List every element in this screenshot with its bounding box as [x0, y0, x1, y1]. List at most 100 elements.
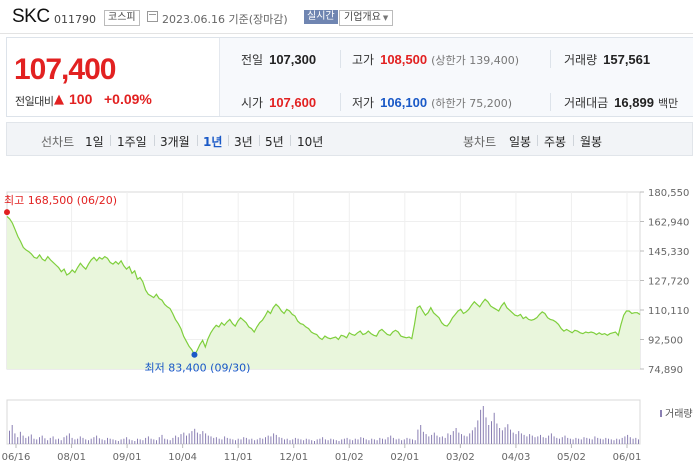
volume-bar — [420, 425, 422, 444]
price-area — [7, 216, 640, 369]
volume-bar — [311, 440, 313, 444]
volume-bar — [188, 433, 190, 444]
period-3y[interactable]: 3년 — [234, 135, 253, 149]
volume-bar — [145, 437, 147, 444]
volume-bar — [406, 437, 408, 444]
price-chart[interactable]: 180,550 162,940 145,330 127,720 110,110 92,50… — [0, 160, 693, 474]
up-arrow-icon: ▲ — [54, 92, 64, 107]
period-1d[interactable]: 1일 — [85, 135, 104, 149]
volume-bar — [567, 437, 569, 444]
volume-bar — [482, 406, 484, 444]
volume-bar — [534, 437, 536, 444]
volume-bar — [439, 437, 441, 444]
volume-bar — [624, 436, 626, 444]
high-label: 고가 — [352, 53, 375, 67]
volume-bar — [88, 440, 89, 444]
volume-bar — [616, 438, 618, 444]
low-value: 106,100 — [380, 95, 428, 110]
volume-bar — [49, 437, 51, 444]
volume-bar — [107, 437, 108, 444]
period-5y[interactable]: 5년 — [265, 135, 284, 149]
volume-bar — [77, 438, 79, 444]
candle-daily[interactable]: 일봉 — [509, 135, 532, 149]
volume-bar — [398, 438, 400, 444]
period-10y[interactable]: 10년 — [297, 135, 324, 149]
x-tick-label: 03/02 — [446, 452, 475, 463]
period-1y[interactable]: 1년 — [203, 135, 223, 149]
volume-bar — [66, 435, 68, 444]
volume-bar — [300, 439, 302, 444]
price-summary: 107,400 전일대비 ▲ 100 +0.09% 전일 107,300 고가 10… — [6, 37, 693, 117]
volume-bar — [632, 438, 634, 444]
divider — [573, 135, 574, 146]
divider — [154, 135, 155, 146]
volume-bar — [564, 435, 566, 444]
volume-bar — [196, 432, 198, 444]
prev-close-value: 107,300 — [269, 52, 317, 67]
volume-bar — [270, 436, 272, 444]
volume-bar — [161, 434, 163, 444]
volume-bar — [265, 437, 266, 444]
company-info-dropdown[interactable]: 기업개요 ▼ — [339, 10, 394, 26]
volume-bar — [425, 434, 427, 444]
volume-bar — [316, 439, 318, 444]
volume-bar — [327, 440, 329, 444]
volume-bar — [523, 434, 525, 444]
volume-bar — [575, 437, 577, 444]
stock-header: SKC 011790 코스피 2023.06.16 기준(장마감) 실시간 기업… — [0, 0, 693, 34]
candle-monthly[interactable]: 월봉 — [580, 135, 603, 149]
volume-bar — [259, 437, 261, 444]
volume-bar — [156, 440, 157, 444]
volume-bar — [243, 437, 245, 444]
volume-bar — [123, 438, 125, 444]
volume-bar — [338, 441, 340, 444]
volume-bar — [240, 439, 242, 444]
volume-bar — [335, 440, 337, 444]
x-axis-ticks: 06/16 08/01 09/01 10/04 11/01 12/01 01/02 02/01… — [2, 444, 641, 463]
period-1w[interactable]: 1주일 — [117, 135, 147, 149]
lower-limit: (하한가 75,200) — [431, 97, 513, 110]
volume-bar — [71, 437, 73, 444]
volume-bar — [529, 434, 531, 444]
volume-bar — [33, 438, 35, 444]
volume-bar — [186, 435, 187, 444]
volume-bar — [41, 435, 43, 444]
change-percent: +0.09% — [104, 91, 152, 107]
y-tick-label: 92,500 — [648, 336, 683, 347]
volume-bar — [229, 438, 231, 444]
volume-bar — [210, 436, 212, 444]
volume-bar — [629, 437, 631, 444]
realtime-button[interactable]: 실시간 — [304, 10, 338, 24]
volume-bar — [11, 425, 13, 444]
y-tick-label: 145,330 — [648, 247, 689, 258]
volume-bar — [422, 431, 424, 444]
volume-bar — [169, 440, 171, 444]
volume-bar — [128, 439, 130, 444]
price-line — [6, 215, 641, 356]
divider — [197, 135, 198, 146]
volume-bar — [343, 438, 345, 444]
y-tick-label: 180,550 — [648, 188, 689, 199]
volume-bar — [580, 439, 582, 444]
volume-bar — [112, 439, 114, 444]
volume-bar — [499, 428, 501, 444]
candle-weekly[interactable]: 주봉 — [544, 135, 567, 149]
volume-bar — [431, 434, 433, 444]
volume-bar — [180, 434, 182, 444]
y-axis-ticks: 180,550 162,940 145,330 127,720 110,110 92,50… — [640, 188, 689, 376]
period-3m[interactable]: 3개월 — [160, 135, 190, 149]
volume-bar — [384, 439, 386, 444]
volume-bar — [319, 438, 321, 444]
volume-bars — [9, 406, 639, 444]
divider — [110, 135, 111, 146]
x-tick-label: 08/01 — [57, 452, 86, 463]
volume-bar — [101, 439, 103, 444]
volume-bar — [164, 438, 166, 444]
volume-bar — [387, 437, 389, 444]
volume-label: 거래량 — [564, 53, 598, 67]
candle-chart-label: 봉차트 — [463, 135, 497, 149]
volume-bar — [90, 438, 92, 444]
volume-bar — [286, 438, 288, 444]
volume-bar — [17, 437, 19, 444]
volume-bar — [638, 439, 639, 444]
